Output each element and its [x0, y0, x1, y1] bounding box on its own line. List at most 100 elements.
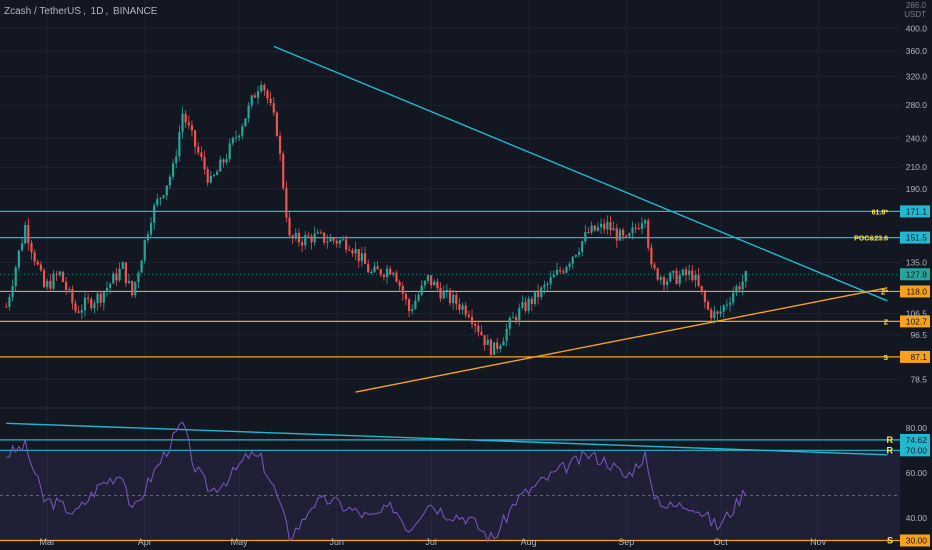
candle-body: [345, 239, 348, 250]
candle-body: [354, 249, 357, 254]
candle-body: [244, 118, 247, 127]
candle-body: [653, 264, 656, 269]
candle-body: [253, 95, 256, 98]
candle-body: [250, 95, 253, 106]
x-tick-label: Nov: [810, 537, 827, 547]
candle-body: [678, 275, 681, 284]
candle-body: [77, 311, 80, 313]
rsi-series-line: [6, 421, 747, 544]
candle-body: [222, 159, 225, 163]
y-tick-label: 135.0: [906, 257, 928, 267]
candle-body: [200, 152, 203, 157]
candle-body: [650, 247, 653, 265]
candle-body: [565, 266, 568, 273]
x-tick-label: Jun: [329, 537, 344, 547]
candle-body: [433, 281, 436, 286]
candle-body: [304, 235, 307, 246]
rsi-level-badge-text: 74.62: [906, 435, 928, 445]
candle-body: [234, 137, 238, 139]
candle-body: [735, 286, 738, 293]
candle-body: [688, 270, 691, 276]
candle-body: [697, 274, 700, 286]
candle-body: [609, 222, 612, 231]
candle-body: [392, 272, 395, 275]
candle-body: [508, 317, 511, 329]
candle-body: [363, 253, 367, 264]
candle-body: [628, 233, 631, 237]
candle-body: [194, 130, 197, 147]
candle-body: [99, 293, 102, 303]
candle-body: [272, 103, 275, 113]
candle-body: [417, 294, 420, 301]
candle-body: [527, 298, 530, 311]
price-level-badge-text: 87.1: [910, 352, 927, 362]
candle-body: [599, 223, 603, 228]
candle-body: [275, 112, 279, 136]
price-level-label: POC&23.6: [854, 236, 888, 243]
candle-body: [738, 286, 741, 290]
y-tick-label: 320.0: [906, 71, 928, 81]
candle-body: [329, 238, 332, 242]
candle-body: [228, 143, 231, 160]
candle-body: [511, 317, 515, 319]
candle-body: [184, 113, 187, 123]
currency-top-value: 286.0: [905, 1, 926, 10]
candle-body: [430, 275, 433, 286]
candle-body: [398, 281, 401, 286]
candle-body: [216, 171, 219, 175]
candle-body: [389, 268, 392, 275]
candle-body: [115, 273, 118, 281]
candle-body: [716, 311, 719, 314]
candle-body: [165, 185, 168, 196]
candle-body: [52, 273, 55, 289]
candle-body: [109, 283, 112, 288]
candle-body: [666, 281, 669, 285]
candle-body: [411, 309, 414, 312]
y-tick-label: 280.0: [906, 100, 928, 110]
candle-body: [568, 263, 571, 267]
candle-body: [656, 268, 659, 280]
candle-body: [162, 195, 165, 198]
candle-body: [596, 227, 600, 231]
last-price-text: 127.8: [906, 269, 928, 279]
candle-body: [669, 272, 672, 282]
candle-body: [492, 342, 496, 355]
candle-body: [448, 290, 452, 304]
candle-body: [662, 277, 666, 285]
candle-body: [181, 113, 184, 132]
candle-body: [681, 269, 684, 276]
candle-body: [426, 275, 430, 281]
candle-body: [269, 98, 272, 104]
candle-body: [131, 280, 134, 296]
candle-body: [190, 125, 194, 131]
candle-body: [612, 228, 615, 231]
candle-body: [39, 264, 43, 271]
y-tick-label: 106.5: [906, 309, 928, 319]
candle-body: [8, 297, 11, 307]
candle-body: [291, 235, 294, 239]
price-level-badge-text: 102.7: [906, 316, 928, 326]
candle-body: [382, 274, 386, 277]
candle-body: [140, 260, 143, 273]
candle-body: [247, 105, 250, 119]
candle-body: [395, 272, 398, 282]
candle-body: [499, 345, 502, 349]
candle-body: [543, 284, 546, 288]
candle-body: [175, 156, 178, 164]
candle-body: [423, 280, 426, 286]
candle-body: [197, 146, 200, 153]
candle-body: [470, 316, 474, 324]
candle-body: [524, 301, 527, 311]
rsi-level-badge: [900, 433, 930, 446]
candle-body: [118, 268, 121, 281]
candle-body: [64, 282, 68, 290]
candle-body: [360, 253, 363, 262]
candle-body: [206, 169, 209, 183]
candle-body: [260, 85, 263, 92]
price-level-badge-text: 171.1: [906, 206, 928, 216]
x-tick-label: Apr: [138, 537, 152, 547]
candle-body: [684, 269, 688, 276]
candle-body: [728, 302, 732, 305]
candle-body: [105, 287, 109, 293]
